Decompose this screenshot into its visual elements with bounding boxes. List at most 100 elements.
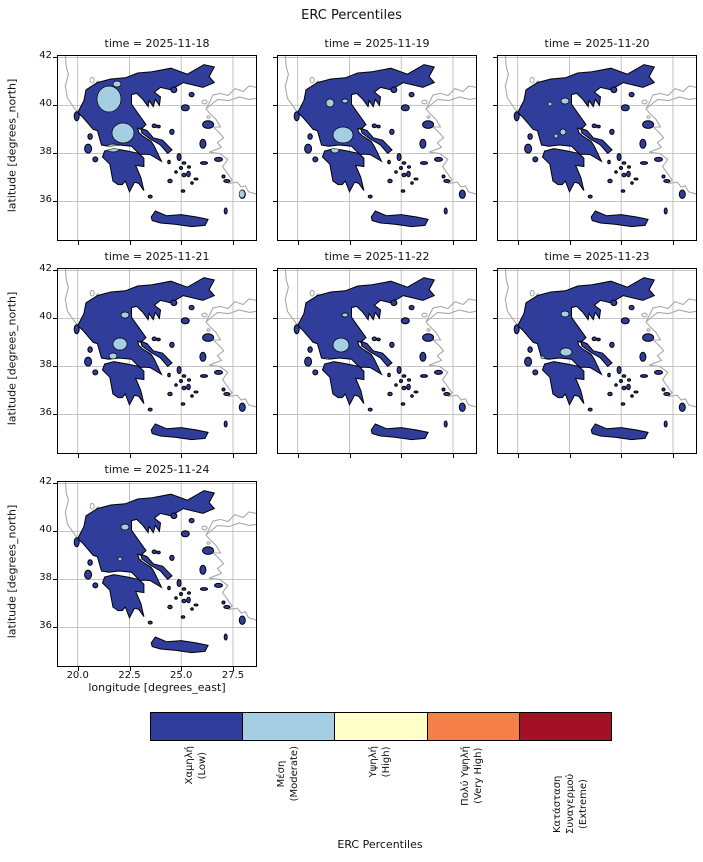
y-tick-label: 40	[39, 311, 52, 323]
colorbar-class-label-high: Υψηλή (High)	[368, 746, 392, 778]
subplot-title: time = 2025-11-21	[104, 250, 210, 263]
y-tick	[53, 414, 57, 416]
x-tick	[517, 241, 519, 245]
x-tick	[233, 454, 234, 458]
x-tick	[233, 241, 234, 245]
subplot-title: time = 2025-11-18	[104, 37, 210, 50]
subplot-6: time = 2025-11-23	[493, 250, 697, 458]
axes-frame	[497, 268, 697, 454]
x-tick	[517, 454, 519, 458]
axes-frame	[277, 268, 477, 454]
y-tick	[273, 153, 277, 155]
greece-map	[57, 55, 257, 241]
axes-frame	[57, 55, 257, 241]
axes-frame	[57, 481, 257, 667]
greece-map	[497, 268, 697, 454]
colorbar-class-label-extreme: Κατάσταση Συναγερμού (Extreme)	[552, 773, 589, 835]
x-tick-label: 22.5	[118, 670, 141, 681]
subplot-title: time = 2025-11-19	[324, 37, 430, 50]
axes-frame	[57, 268, 257, 454]
moderate-percentile-patches	[96, 80, 246, 199]
colorbar	[150, 712, 612, 741]
x-tick	[453, 454, 454, 458]
y-axis-label: latitude [degrees_north]	[5, 78, 19, 213]
greece-map	[57, 481, 257, 667]
x-tick	[77, 667, 79, 671]
colorbar-segment-low	[151, 713, 243, 740]
y-tick	[53, 105, 57, 107]
x-tick	[297, 241, 299, 245]
x-tick	[77, 454, 79, 458]
y-tick-label: 36	[39, 407, 52, 419]
subplot-title: time = 2025-11-22	[324, 250, 430, 263]
colorbar-segment-moderate	[242, 713, 335, 740]
greece-map	[57, 268, 257, 454]
x-tick	[181, 241, 183, 245]
y-tick	[273, 414, 277, 416]
moderate-percentile-patches	[117, 523, 130, 562]
subplot-1: time = 2025-11-18 42 40 38 36	[39, 37, 257, 245]
y-tick	[493, 153, 497, 155]
y-tick	[493, 270, 497, 272]
x-tick	[349, 454, 351, 458]
x-tick	[569, 241, 571, 245]
y-tick	[493, 366, 497, 368]
subplot-5: time = 2025-11-22	[273, 250, 477, 458]
y-tick	[273, 318, 277, 320]
y-tick	[53, 318, 57, 320]
y-tick-label: 36	[39, 620, 52, 632]
subplot-title: time = 2025-11-24	[104, 463, 210, 476]
x-tick	[349, 241, 351, 245]
subplot-title: time = 2025-11-20	[544, 37, 650, 50]
y-tick	[493, 201, 497, 203]
x-axis-label: longitude [degrees_east]	[88, 681, 226, 694]
y-tick	[53, 270, 57, 272]
y-tick	[273, 270, 277, 272]
x-tick	[401, 241, 403, 245]
x-tick	[621, 241, 623, 245]
x-tick-label: 25.0	[170, 670, 193, 681]
y-axis-label: latitude [degrees_north]	[5, 291, 19, 426]
y-tick	[53, 531, 57, 533]
y-tick-label: 36	[39, 194, 52, 206]
y-tick	[493, 318, 497, 320]
x-tick	[673, 454, 674, 458]
x-tick-label: 20.0	[66, 670, 89, 681]
figure-title: ERC Percentiles	[301, 8, 402, 23]
y-axis-label: latitude [degrees_north]	[5, 504, 19, 639]
y-tick-label: 42	[39, 263, 52, 275]
greece-map	[277, 268, 477, 454]
y-tick	[53, 483, 57, 485]
colorbar-class-label-moderate: Μέση (Moderate)	[276, 746, 300, 802]
x-tick	[181, 454, 183, 458]
subplot-4: time = 2025-11-21 42 40 38 36	[39, 250, 257, 458]
y-tick-label: 42	[39, 50, 52, 62]
y-tick-label: 38	[39, 146, 52, 158]
x-tick	[129, 241, 131, 245]
y-tick-label: 38	[39, 572, 52, 584]
subplot-title: time = 2025-11-23	[544, 250, 650, 263]
colorbar-segment-very-high	[426, 713, 519, 740]
y-tick	[273, 105, 277, 107]
x-tick	[129, 454, 131, 458]
axes-frame	[497, 55, 697, 241]
x-tick	[77, 241, 79, 245]
greece-map	[277, 55, 477, 241]
axes-frame	[277, 55, 477, 241]
x-tick	[401, 454, 403, 458]
y-tick	[273, 366, 277, 368]
x-tick	[569, 454, 571, 458]
greece-map	[497, 55, 697, 241]
y-tick-label: 42	[39, 476, 52, 488]
moderate-percentile-patches	[547, 97, 570, 139]
y-tick	[493, 414, 497, 416]
y-tick	[53, 627, 57, 629]
y-tick	[273, 201, 277, 203]
x-tick	[621, 454, 623, 458]
subplot-3: time = 2025-11-20	[493, 37, 697, 245]
subplot-7: time = 2025-11-24 42 40 38 36 20.0 22.5 25.0 27.…	[39, 463, 257, 681]
subplot-2: time = 2025-11-19	[273, 37, 477, 245]
y-tick	[53, 366, 57, 368]
